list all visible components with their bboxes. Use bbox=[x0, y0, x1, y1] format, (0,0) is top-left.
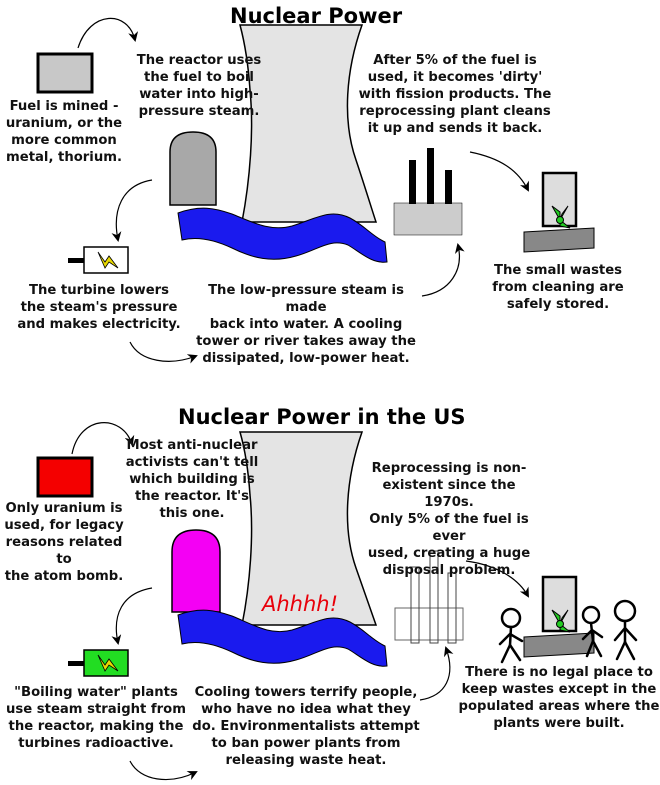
plant-stack-outline-1 bbox=[410, 566, 420, 644]
fuel-caption: Fuel is mined - uranium, or the more com… bbox=[5, 99, 123, 165]
arrow-turbine-to-cooling-us bbox=[129, 760, 198, 781]
reactor-caption: The reactor uses the fuel to boil water … bbox=[136, 53, 262, 119]
cooling-tower-shape bbox=[239, 24, 378, 223]
reprocessing-plant-outline bbox=[394, 607, 464, 641]
waste-base-shape-us bbox=[523, 632, 595, 658]
waste-base-shape bbox=[523, 227, 595, 253]
reactor-caption-us: Most anti-nuclear activists can't tell w… bbox=[125, 438, 259, 521]
arrow-fuel-to-reactor bbox=[77, 17, 139, 49]
arrow-turbine-to-cooling bbox=[129, 341, 198, 364]
wastes-caption-us: There is no legal place to keep wastes e… bbox=[458, 665, 660, 731]
reprocessing-caption: After 5% of the fuel is used, it becomes… bbox=[358, 53, 552, 136]
waste-leaf-icon-us bbox=[551, 609, 571, 633]
page-title: Nuclear Power bbox=[230, 4, 403, 28]
plant-stack-1 bbox=[409, 160, 416, 204]
arrow-cooling-to-plant-us bbox=[419, 646, 454, 701]
bolt-icon bbox=[97, 251, 119, 269]
plant-stack-outline-3 bbox=[447, 572, 457, 644]
fuel-box-shape bbox=[36, 52, 94, 94]
cooling-caption: The low-pressure steam is made back into… bbox=[196, 283, 416, 366]
stick-figure-middle bbox=[581, 605, 604, 658]
arrow-reactor-to-turbine-us bbox=[111, 587, 153, 645]
section-title: Nuclear Power in the US bbox=[178, 405, 466, 429]
plant-stack-2 bbox=[427, 148, 434, 204]
arrow-reactor-to-turbine bbox=[111, 179, 153, 242]
arrow-plant-to-waste bbox=[469, 151, 529, 192]
reactor-dome-shape-us bbox=[171, 529, 221, 613]
top-panel-art bbox=[36, 17, 595, 364]
wastes-caption: The small wastes from cleaning are safel… bbox=[492, 263, 624, 312]
fuel-box-shape-us bbox=[36, 456, 94, 498]
water-river-shape bbox=[177, 207, 388, 263]
arrow-cooling-to-plant bbox=[421, 243, 465, 297]
arrow-plant-to-waste-us bbox=[465, 560, 529, 598]
reprocessing-caption-us: Reprocessing is non- existent since the … bbox=[367, 461, 531, 578]
fuel-caption-us: Only uranium is used, for legacy reasons… bbox=[4, 501, 124, 584]
arrow-fuel-to-reactor-us bbox=[71, 422, 135, 455]
bottom-panel-art bbox=[36, 422, 638, 781]
exclamation-ahhhh: Ahhhh! bbox=[262, 592, 339, 616]
turbine-caption: The turbine lowers the steam's pressure … bbox=[17, 283, 181, 332]
plant-stack-3 bbox=[445, 170, 452, 204]
water-river-shape-us bbox=[177, 609, 388, 667]
turbine-caption-us: "Boiling water" plants use steam straigh… bbox=[6, 685, 186, 751]
stick-figure-right bbox=[613, 599, 638, 661]
cooling-caption-us: Cooling towers terrify people, who have … bbox=[192, 685, 420, 768]
turbine-shaft-shape-us bbox=[68, 661, 84, 666]
reprocessing-plant-shape bbox=[393, 202, 463, 236]
plant-stack-outline-2 bbox=[429, 550, 439, 644]
waste-leaf-icon bbox=[551, 205, 571, 229]
turbine-shaft-shape bbox=[68, 258, 84, 263]
reactor-dome-shape bbox=[169, 131, 217, 206]
bolt-icon-us bbox=[97, 654, 119, 672]
stick-figure-left bbox=[498, 607, 524, 664]
turbine-box-shape-us bbox=[83, 649, 129, 677]
